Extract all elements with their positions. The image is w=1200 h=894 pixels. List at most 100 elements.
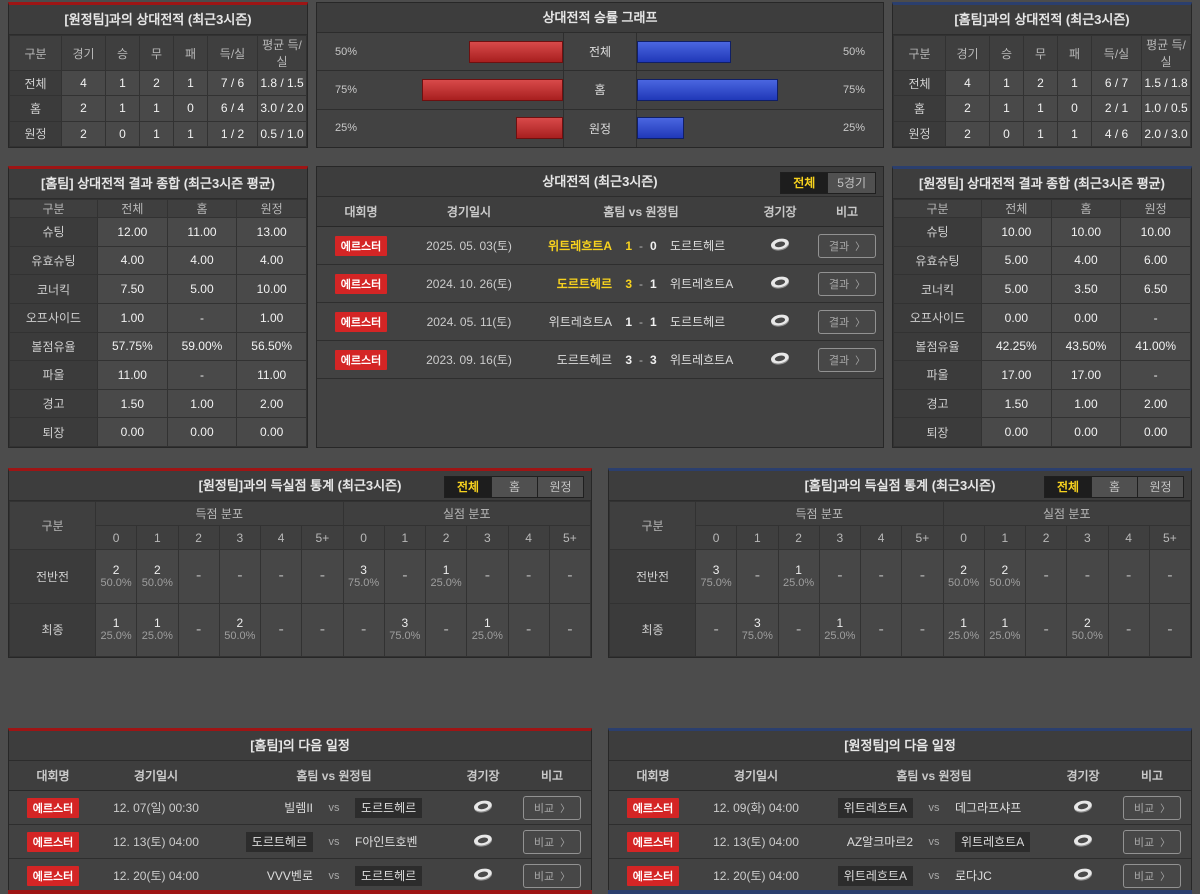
stat-cell: - xyxy=(548,602,592,657)
panel-goal-stats-vs-away: [원정팀]과의 득실점 통계 (최근3시즌) 전체 홈 원정 구분 득점 분포 실점… xyxy=(8,468,592,658)
result-button[interactable]: 결과 〉 xyxy=(818,309,876,334)
result-button[interactable]: 결과 〉 xyxy=(818,271,876,296)
count-value: 1 xyxy=(112,616,120,631)
score: 3-3 xyxy=(612,353,670,367)
column-header-teams: 홈팀 vs 원정팀 xyxy=(896,769,972,783)
dash: - xyxy=(754,567,761,585)
tab-away[interactable]: 원정 xyxy=(537,477,583,497)
stadium-icon[interactable] xyxy=(1072,800,1094,817)
stadium-cell xyxy=(1053,867,1113,885)
stat-cell: - xyxy=(177,602,220,657)
stat-cell: - xyxy=(1107,549,1150,604)
tab-last5[interactable]: 5경기 xyxy=(827,173,875,193)
cell-value: 1.00 xyxy=(97,302,168,333)
home-win-bar xyxy=(422,78,563,101)
stadium-icon[interactable] xyxy=(1072,834,1094,851)
chart-category-label: 원정 xyxy=(563,109,637,147)
stadium-cell xyxy=(749,313,811,331)
compare-button[interactable]: 비교 〉 xyxy=(523,863,581,888)
table-row: 원정 2 0 1 1 4 / 6 2.0 / 3.0 xyxy=(893,120,1191,148)
note-cell: 결과 〉 xyxy=(811,347,883,372)
league-badge: 에르스터 xyxy=(626,797,680,818)
stat-cell: 2 50.0% xyxy=(136,549,179,604)
row-label: 원정 xyxy=(9,120,62,148)
row-label: 파울 xyxy=(9,360,98,390)
table-row: 퇴장 0.00 0.00 0.00 xyxy=(9,417,307,447)
panel-vs-away-record: [원정팀]과의 상대전적 (최근3시즌) 구분 경기 승 무 패 득/실 평균 득/실 전체 4… xyxy=(8,2,308,148)
compare-button[interactable]: 비교 〉 xyxy=(523,829,581,854)
column-header-bin: 5+ xyxy=(901,525,944,550)
tab-all[interactable]: 전체 xyxy=(1045,477,1091,497)
stadium-icon[interactable] xyxy=(472,868,494,885)
column-header: 전체 xyxy=(981,199,1052,218)
result-button[interactable]: 결과 〉 xyxy=(818,347,876,372)
column-header-group: 구분 xyxy=(9,501,96,550)
stadium-icon[interactable] xyxy=(1072,868,1094,885)
league-cell: 에르스터 xyxy=(317,273,405,294)
row-label: 파울 xyxy=(893,360,982,390)
row-label: 볼점유율 xyxy=(9,331,98,362)
vs-label: vs xyxy=(328,869,340,882)
league-badge: 에르스터 xyxy=(334,235,388,256)
tab-all[interactable]: 전체 xyxy=(781,173,828,193)
panel-title: [원정팀] 상대전적 결과 종합 (최근3시즌 평균) xyxy=(893,169,1191,199)
home-team-name: 빌렘II xyxy=(215,799,313,816)
percent-value: 50.0% xyxy=(100,576,132,589)
header-row: 구분 경기 승 무 패 득/실 평균 득/실 xyxy=(9,35,307,71)
stadium-icon[interactable] xyxy=(769,352,791,369)
count-value: 1 xyxy=(154,616,161,631)
note-cell: 비교 〉 xyxy=(513,829,591,854)
panel-home-next-schedule: [홈팀]의 다음 일정 대회명 경기일시 홈팀 vs 원정팀 경기장 비고 에르스터 12.… xyxy=(8,728,592,893)
cell-value: 2.00 xyxy=(236,388,307,419)
team-name-text: 도르트헤르 xyxy=(355,798,423,818)
away-score: 3 xyxy=(650,352,657,367)
stadium-icon[interactable] xyxy=(472,800,494,817)
tab-away[interactable]: 원정 xyxy=(1137,477,1183,497)
cell-value: 0.00 xyxy=(981,302,1052,333)
column-header-stadium: 경기장 xyxy=(1066,769,1100,783)
compare-button[interactable]: 비교 〉 xyxy=(523,795,581,820)
chart-title: 상대전적 승률 그래프 xyxy=(317,3,883,33)
cell-value: - xyxy=(166,360,238,390)
chart-row: 50% 전체 50% xyxy=(317,33,883,72)
dash: - xyxy=(525,567,532,585)
percent-value: 75.0% xyxy=(389,630,421,643)
header-row: 0 1 2 3 4 5+ 0 1 2 3 4 5+ xyxy=(10,525,592,550)
stadium-icon[interactable] xyxy=(769,238,791,255)
chevron-right-icon: 〉 xyxy=(855,355,866,367)
compare-button[interactable]: 비교 〉 xyxy=(1123,795,1181,820)
column-header: 패 xyxy=(1057,35,1092,71)
top-row: [원정팀]과의 상대전적 (최근3시즌) 구분 경기 승 무 패 득/실 평균 득/실 전체 4… xyxy=(8,2,1192,148)
stadium-icon[interactable] xyxy=(769,276,791,293)
team-name-text: AZ알크마르2 xyxy=(846,835,913,849)
tab-home[interactable]: 홈 xyxy=(491,477,537,497)
dash: - xyxy=(1167,567,1173,585)
note-cell: 결과 〉 xyxy=(811,309,883,334)
table-row: 전체 4 1 2 1 7 / 6 1.8 / 1.5 xyxy=(9,69,307,97)
column-header: 구분 xyxy=(9,35,62,71)
cell-value: 0.5 / 1.0 xyxy=(257,120,307,148)
stadium-icon[interactable] xyxy=(472,834,494,851)
cell-value: 10.00 xyxy=(1050,217,1122,247)
dash: - xyxy=(319,567,326,585)
compare-button[interactable]: 비교 〉 xyxy=(1123,829,1181,854)
stadium-icon[interactable] xyxy=(769,314,791,331)
compare-button[interactable]: 비교 〉 xyxy=(1123,863,1181,888)
away-score: 1 xyxy=(650,276,657,291)
percent-value: 50.0% xyxy=(989,576,1021,589)
chart-category-label: 홈 xyxy=(563,71,637,109)
header-row: 구분 득점 분포 실점 분포 xyxy=(9,501,591,550)
cell-value: 57.75% xyxy=(97,331,168,362)
result-button[interactable]: 결과 〉 xyxy=(818,233,876,258)
column-header-bin: 0 xyxy=(342,525,385,550)
chevron-right-icon: 〉 xyxy=(855,279,866,291)
tab-home[interactable]: 홈 xyxy=(1091,477,1137,497)
cell-value: 1 xyxy=(139,95,174,122)
table-row: 유효슈팅 4.00 4.00 4.00 xyxy=(9,245,307,276)
percent-value: 50.0% xyxy=(1071,630,1103,643)
cell-value: - xyxy=(166,302,238,333)
home-team-name: 도르트헤르 xyxy=(556,353,612,367)
cell-value: 1 xyxy=(173,120,208,148)
tab-all[interactable]: 전체 xyxy=(445,477,491,497)
cell-value: 0 xyxy=(989,120,1024,148)
